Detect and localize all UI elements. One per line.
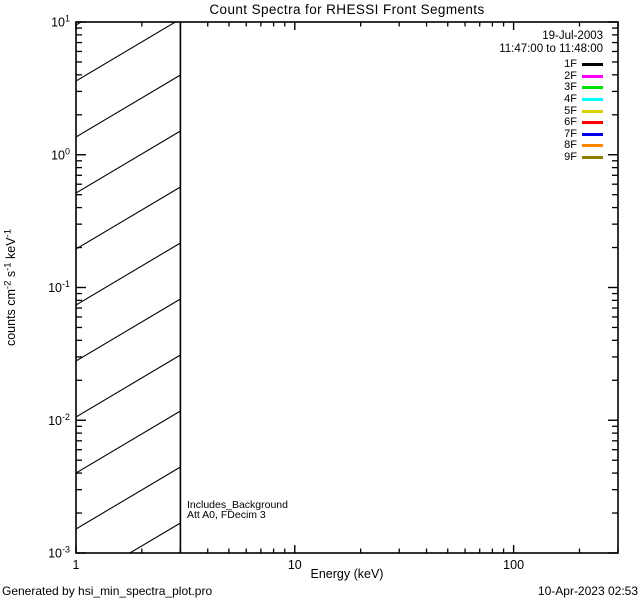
- observation-time-range: 11:47:00 to 11:48:00: [499, 42, 603, 55]
- svg-text:10-1: 10-1: [48, 279, 70, 295]
- legend-color-line: [582, 156, 603, 160]
- plot-timestamp: 10-Apr-2023 02:53: [537, 584, 638, 598]
- legend-color-line: [582, 98, 603, 102]
- legend-label: 5F: [564, 104, 577, 117]
- attenuator-note: Att A0, FDecim 3: [187, 509, 266, 521]
- legend-label: 4F: [564, 93, 577, 106]
- legend-item-9F: 9F: [564, 152, 603, 164]
- observation-info: 19-Jul-2003 11:47:00 to 11:48:00: [499, 30, 603, 55]
- legend-color-line: [582, 132, 603, 136]
- legend-color-line: [582, 63, 603, 67]
- y-ticks: [76, 21, 618, 554]
- svg-text:101: 101: [51, 14, 70, 30]
- svg-text:counts cm-2 s-1 keV-1: counts cm-2 s-1 keV-1: [3, 229, 19, 346]
- annotation-block: Includes_Background Att A0, FDecim 3: [187, 499, 288, 521]
- legend-color-line: [582, 109, 603, 113]
- svg-text:10-3: 10-3: [48, 545, 70, 561]
- legend-color-line: [582, 121, 603, 125]
- svg-text:100: 100: [51, 146, 70, 162]
- legend-label: 2F: [564, 69, 577, 82]
- svg-text:10: 10: [288, 558, 302, 572]
- svg-text:100: 100: [503, 558, 524, 572]
- svg-text:1: 1: [73, 558, 80, 572]
- x-tick-labels: 1 10 100: [73, 558, 525, 572]
- legend-item-6F: 6F: [564, 117, 603, 129]
- hatched-region: [76, 22, 181, 553]
- legend-label: 8F: [564, 139, 577, 152]
- legend-color-line: [582, 74, 603, 78]
- legend-label: 3F: [564, 81, 577, 94]
- legend-item-3F: 3F: [564, 82, 603, 94]
- y-axis-title: counts cm-2 s-1 keV-1: [3, 229, 19, 346]
- svg-text:10-2: 10-2: [48, 412, 70, 428]
- legend-item-8F: 8F: [564, 140, 603, 152]
- axes-box: [75, 21, 619, 554]
- legend-item-5F: 5F: [564, 105, 603, 117]
- background-note: Includes_Background: [187, 499, 288, 511]
- legend-label: 7F: [564, 127, 577, 140]
- legend-color-line: [582, 86, 603, 90]
- legend: 1F 2F 3F 4F 5F 6F 7F 8F 9F: [564, 59, 603, 163]
- legend-color-line: [582, 144, 603, 148]
- legend-item-4F: 4F: [564, 94, 603, 106]
- legend-item-1F: 1F: [564, 59, 603, 71]
- x-axis-title: Energy (keV): [310, 567, 384, 581]
- legend-item-7F: 7F: [564, 127, 603, 141]
- generated-by-text: Generated by hsi_min_spectra_plot.pro: [2, 584, 213, 598]
- legend-label: 1F: [564, 58, 577, 71]
- legend-label: 6F: [564, 116, 577, 129]
- y-tick-labels: 101 100 10-1 10-2 10-3: [48, 14, 70, 561]
- x-ticks: [75, 22, 619, 553]
- legend-item-2F: 2F: [564, 69, 603, 83]
- observation-date: 19-Jul-2003: [542, 30, 603, 42]
- legend-label: 9F: [564, 151, 577, 164]
- chart-title: Count Spectra for RHESSI Front Segments: [209, 2, 485, 17]
